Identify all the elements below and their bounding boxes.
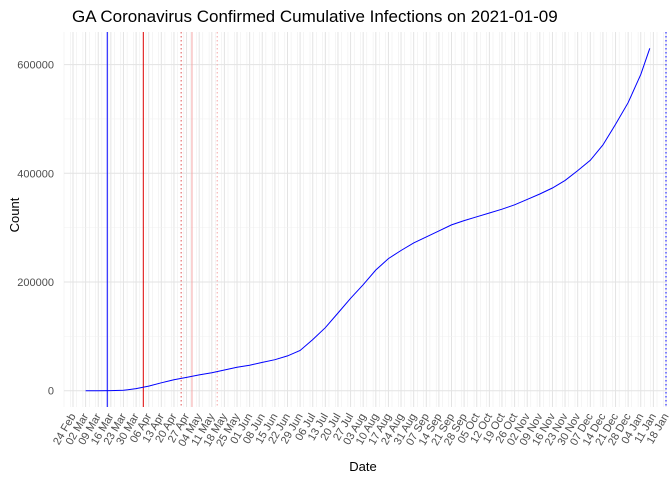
series-line	[85, 48, 651, 392]
x-axis-title: Date	[349, 459, 376, 474]
grid	[63, 32, 667, 407]
y-tick-label: 600000	[17, 60, 54, 72]
y-tick-label: 200000	[17, 277, 54, 289]
chart-title: GA Coronavirus Confirmed Cumulative Infe…	[72, 7, 558, 26]
y-axis-title: Count	[7, 197, 22, 232]
y-tick-label: 0	[48, 386, 54, 398]
reference-lines	[106, 32, 667, 407]
series-layer	[85, 48, 651, 392]
y-axis: 0 200000 400000 600000	[17, 60, 54, 398]
y-tick-label: 400000	[17, 168, 54, 180]
